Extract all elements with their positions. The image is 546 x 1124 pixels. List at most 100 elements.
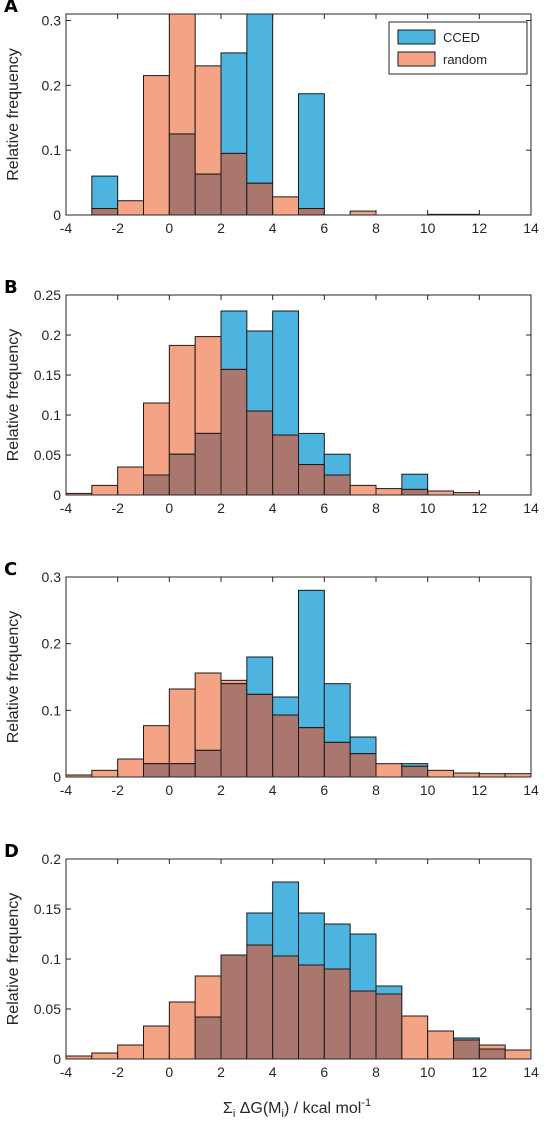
- x-tick-label: -4: [60, 782, 73, 798]
- y-tick-label: 0.25: [34, 287, 61, 303]
- cced-bar: [272, 696, 299, 716]
- overlap-bar: [246, 944, 274, 1060]
- random-bar: [375, 763, 403, 778]
- overlap-bar: [143, 474, 170, 496]
- overlap-bar: [246, 410, 274, 496]
- x-tick-label: 10: [420, 782, 436, 798]
- chart-panel-a: A -4 -2 0 2 4 6 8 10 12 14 0 0.1 0.2 0.3 Relative frequ…: [4, 0, 539, 236]
- x-tick-label: 12: [472, 500, 488, 516]
- random-bar: [427, 769, 454, 778]
- x-tick-label: 6: [320, 782, 328, 798]
- random-bar: [117, 1044, 144, 1060]
- x-tick-label: 10: [420, 500, 436, 516]
- legend-label-cced: CCED: [443, 30, 480, 45]
- overlap-bar: [349, 990, 377, 1060]
- y-tick-label: 0.05: [34, 1001, 61, 1017]
- random-bar: [117, 200, 144, 216]
- overlap-bar: [323, 968, 351, 1060]
- x-tick-label: 0: [165, 500, 173, 516]
- cced-bar: [246, 656, 274, 695]
- overlap-bar: [246, 693, 274, 778]
- overlap-bar: [143, 763, 170, 778]
- random-bar: [349, 210, 377, 216]
- cced-bar: [298, 912, 325, 966]
- random-bar: [168, 13, 196, 135]
- random-bar: [143, 725, 170, 765]
- random-bar: [91, 769, 119, 778]
- y-tick-label: 0.15: [34, 901, 61, 917]
- overlap-bar: [220, 368, 248, 496]
- overlap-bar: [220, 683, 248, 778]
- overlap-bar: [168, 133, 196, 216]
- y-tick-label: 0.3: [42, 569, 62, 585]
- y-tick-label: 0: [53, 1051, 61, 1067]
- overlap-bar: [323, 741, 351, 778]
- overlap-bar: [168, 763, 196, 778]
- overlap-bar: [401, 765, 429, 778]
- overlap-bar: [453, 1039, 480, 1060]
- cced-bar: [246, 13, 274, 184]
- random-bar: [401, 1015, 429, 1060]
- cced-bar: [298, 93, 325, 210]
- overlap-bar: [194, 1016, 222, 1060]
- overlap-bar: [194, 173, 222, 216]
- x-tick-label: -4: [60, 500, 73, 516]
- overlap-bar: [478, 1048, 506, 1060]
- x-tick-label: 14: [523, 782, 539, 798]
- random-bar: [168, 344, 196, 455]
- cced-bar: [91, 175, 119, 210]
- cced-bar: [220, 52, 248, 154]
- cced-bar: [246, 330, 274, 412]
- y-tick-label: 0: [53, 769, 61, 785]
- y-axis-label: Relative frequency: [5, 48, 22, 181]
- x-tick-label: 6: [320, 220, 328, 236]
- x-tick-label: 12: [472, 1064, 488, 1080]
- panel-letter: A: [4, 0, 18, 17]
- y-axis-label: Relative frequency: [5, 329, 22, 462]
- overlap-bar: [272, 434, 299, 496]
- x-tick-label: 4: [269, 1064, 277, 1080]
- x-tick-label: -2: [111, 782, 124, 798]
- cced-bar: [401, 473, 429, 490]
- x-tick-label: 2: [217, 1064, 225, 1080]
- x-tick-label: 0: [165, 1064, 173, 1080]
- y-axis-label: Relative frequency: [5, 893, 22, 1026]
- y-tick-label: 0: [53, 487, 61, 503]
- random-bar: [143, 75, 170, 216]
- x-tick-label: 6: [320, 1064, 328, 1080]
- random-bar: [453, 772, 480, 778]
- random-bar: [194, 65, 222, 175]
- cced-bar: [349, 933, 377, 992]
- axes-box: [65, 576, 532, 778]
- panel-letter: D: [4, 841, 19, 862]
- x-tick-label: 10: [420, 220, 436, 236]
- x-tick-label: 12: [472, 220, 488, 236]
- random-bar: [194, 975, 222, 1018]
- random-bar: [143, 1025, 170, 1060]
- random-bar: [143, 402, 170, 476]
- x-tick-label: 0: [165, 782, 173, 798]
- x-tick-label: 10: [420, 1064, 436, 1080]
- cced-bar: [220, 310, 248, 370]
- legend-swatch-cced: [397, 29, 436, 45]
- x-tick-label: -4: [60, 220, 73, 236]
- overlap-bar: [220, 152, 248, 216]
- random-bar: [91, 484, 119, 496]
- overlap-bar: [194, 749, 222, 778]
- axes-box: [65, 294, 532, 496]
- y-tick-label: 0.05: [34, 447, 61, 463]
- cced-bar: [349, 736, 377, 755]
- y-tick-label: 0.1: [42, 951, 62, 967]
- panel-letter: B: [4, 277, 18, 298]
- y-tick-label: 0.1: [42, 142, 62, 158]
- cced-bar: [272, 310, 299, 436]
- overlap-bar: [91, 208, 119, 216]
- random-bar: [194, 336, 222, 434]
- cced-bar: [298, 432, 325, 466]
- y-tick-label: 0.1: [42, 407, 62, 423]
- random-bar: [427, 1030, 454, 1060]
- x-tick-label: 14: [523, 1064, 539, 1080]
- cced-bar: [298, 589, 325, 729]
- x-tick-label: 4: [269, 500, 277, 516]
- x-tick-label: 8: [372, 500, 380, 516]
